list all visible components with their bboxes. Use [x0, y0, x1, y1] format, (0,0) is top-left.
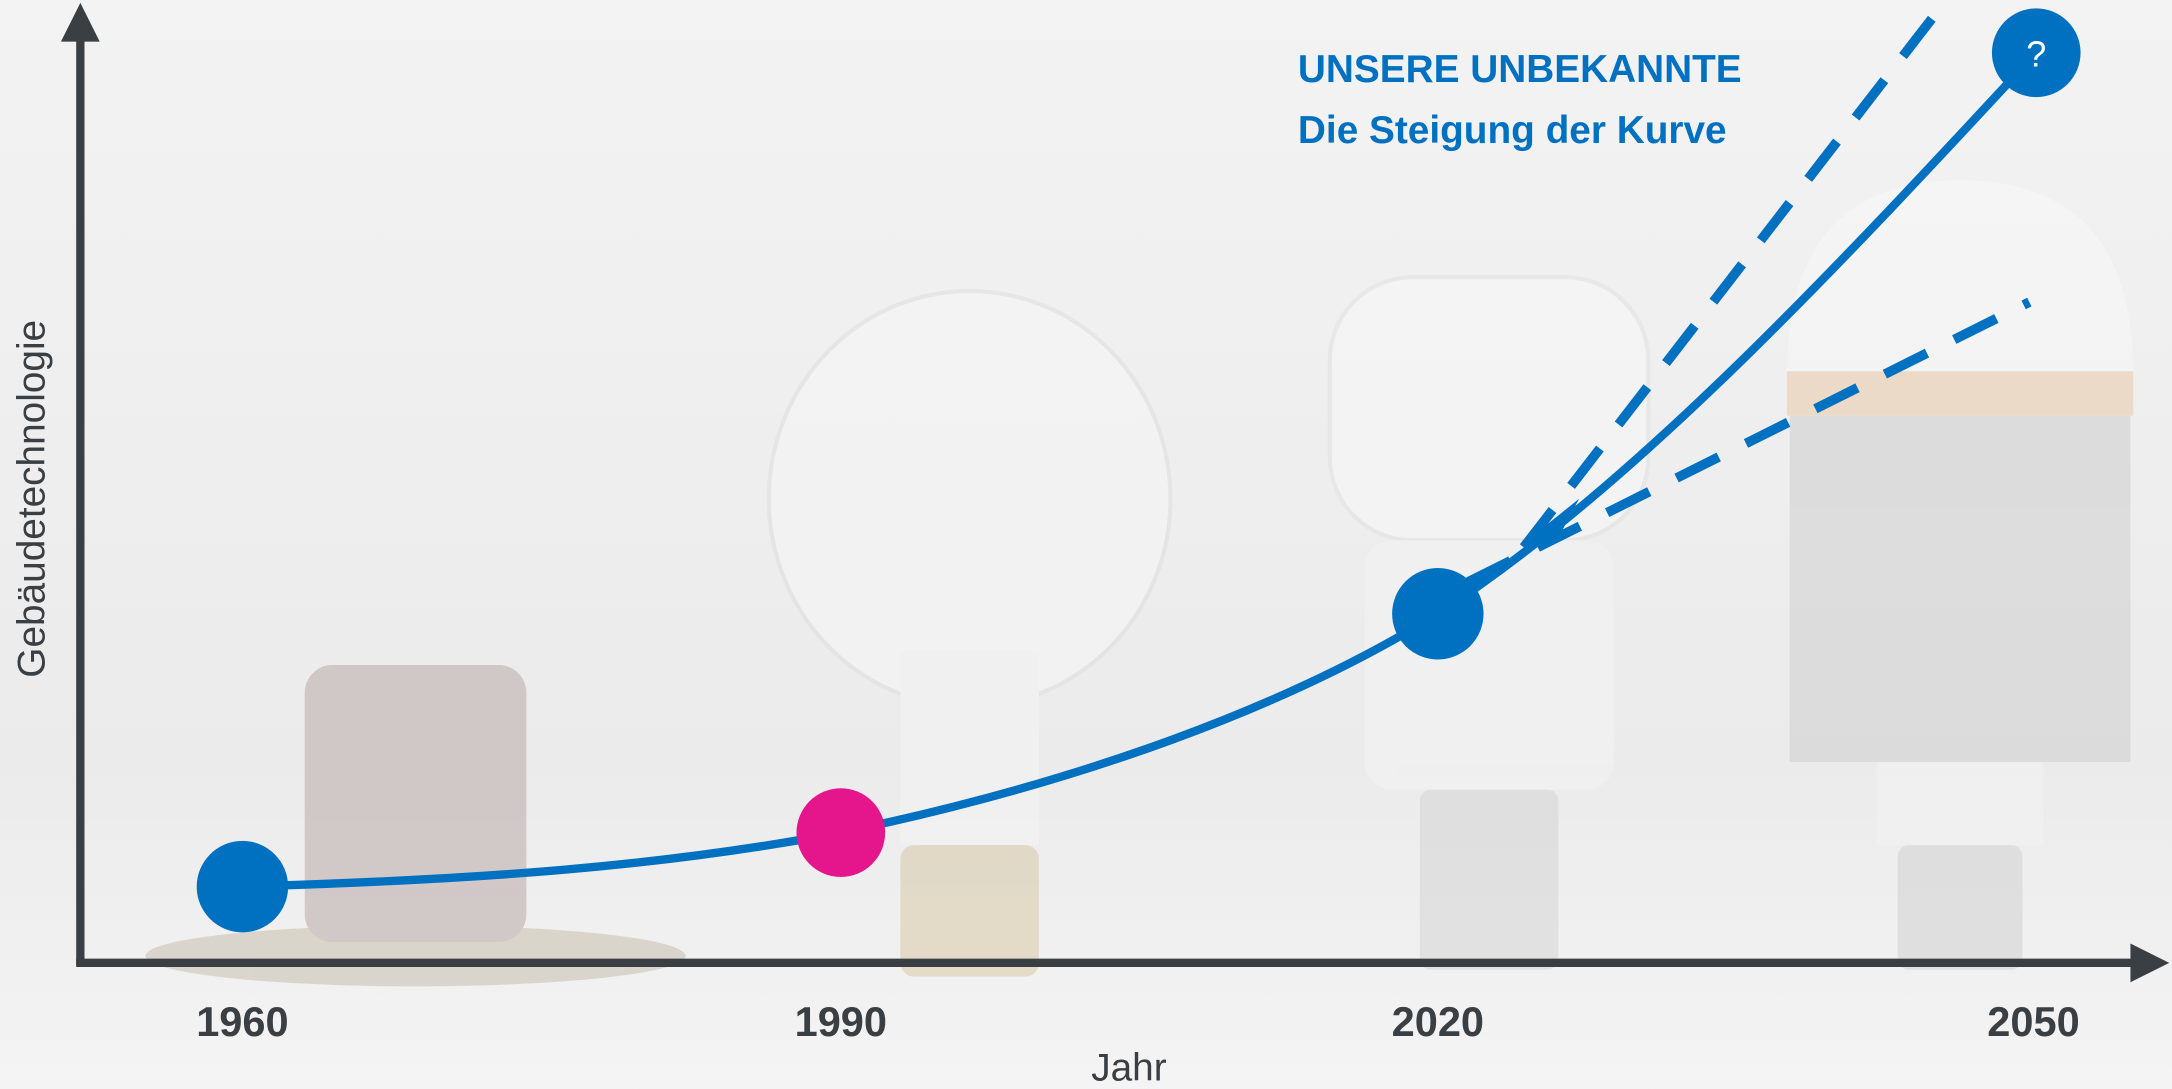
point-2020: [1392, 568, 1484, 660]
x-axis-label: Jahr: [1091, 1047, 1167, 1089]
growth-curve: [242, 49, 2040, 891]
point-1960: [196, 840, 289, 933]
annotation-subtitle: Die Steigung der Kurve: [1298, 109, 1727, 152]
x-label: 2020: [1392, 998, 1484, 1045]
x-label: 1960: [196, 998, 288, 1045]
curve-arrow: [1523, 498, 1580, 544]
steep-dashed-line: [1519, 0, 1951, 551]
point-1990: [796, 788, 886, 877]
y-axis-label: Gebäudetechnologie: [10, 320, 53, 678]
annotation-title: UNSERE UNBEKANNTE: [1298, 48, 1742, 91]
x-axis-arrow: [2130, 943, 2170, 983]
x-label: 1990: [795, 998, 887, 1045]
shallow-dashed-line: [1466, 297, 2032, 587]
point-2050: [1991, 8, 2081, 98]
x-label: 2050: [1987, 998, 2079, 1045]
y-axis-arrow: [60, 2, 100, 42]
future-marker: ?: [2026, 34, 2046, 75]
